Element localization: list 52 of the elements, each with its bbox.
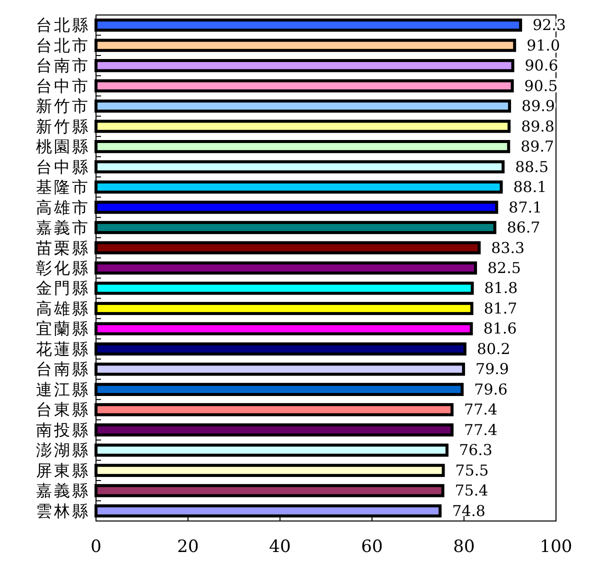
data-label: 89.7 [520,138,554,156]
x-tick-label: 40 [269,537,291,557]
y-tick-label: 桃園縣 [36,137,90,156]
y-tick-label: 台北市 [36,36,90,55]
data-label: 76.3 [458,441,492,460]
y-tick-label: 南投縣 [36,420,90,440]
y-tick-label: 台北縣 [36,16,90,35]
y-tick-label: 台中市 [36,76,90,96]
data-label: 74.8 [452,502,486,520]
y-tick-label: 嘉義縣 [36,481,90,500]
y-tick-label: 花蓮縣 [36,339,90,358]
y-tick-label: 嘉義市 [36,218,90,238]
y-tick-label: 高雄縣 [36,298,90,318]
x-tick-label: 100 [540,537,572,557]
y-tick-label: 新竹市 [36,96,90,116]
x-tick-label: 80 [453,537,475,557]
y-tick-label: 台南市 [36,56,90,76]
y-tick-label: 高雄市 [36,198,90,217]
y-tick-label: 屏東縣 [36,460,90,480]
data-label: 75.5 [455,461,489,480]
y-tick-label: 雲林縣 [36,501,90,520]
data-label: 82.5 [488,259,521,277]
y-tick-label: 彰化縣 [36,258,90,278]
data-label: 81.7 [484,299,518,318]
x-tick-label: 0 [90,537,102,557]
data-label: 79.9 [476,360,509,378]
y-tick-label: 台東縣 [36,400,90,420]
y-tick-label: 澎湖縣 [36,440,90,460]
data-label: 80.2 [476,340,510,358]
y-tick-label: 台南縣 [36,360,90,379]
data-label: 77.4 [464,420,498,439]
x-tick-label: 60 [361,537,383,557]
data-label: 87.1 [508,198,542,216]
data-label: 88.5 [515,158,549,176]
y-tick-label: 新竹縣 [36,116,90,136]
data-label: 81.6 [483,320,517,338]
y-tick-label: 台中縣 [36,157,90,176]
y-tick-label: 苗栗縣 [36,238,90,258]
x-tick-label: 20 [177,537,199,557]
data-label: 89.8 [521,117,554,136]
data-label: 88.1 [513,178,547,196]
data-label: 83.3 [491,238,525,257]
y-tick-label: 宜蘭縣 [36,319,90,338]
y-tick-label: 連江縣 [36,380,90,399]
data-label: 81.8 [484,279,518,298]
data-label: 77.4 [464,400,498,419]
y-tick-label: 基隆市 [36,178,90,197]
data-label: 75.4 [454,482,488,500]
data-label: 89.9 [522,97,555,116]
data-label: 86.7 [506,218,540,237]
y-tick-label: 金門縣 [36,278,90,298]
data-label: 79.6 [474,380,508,398]
